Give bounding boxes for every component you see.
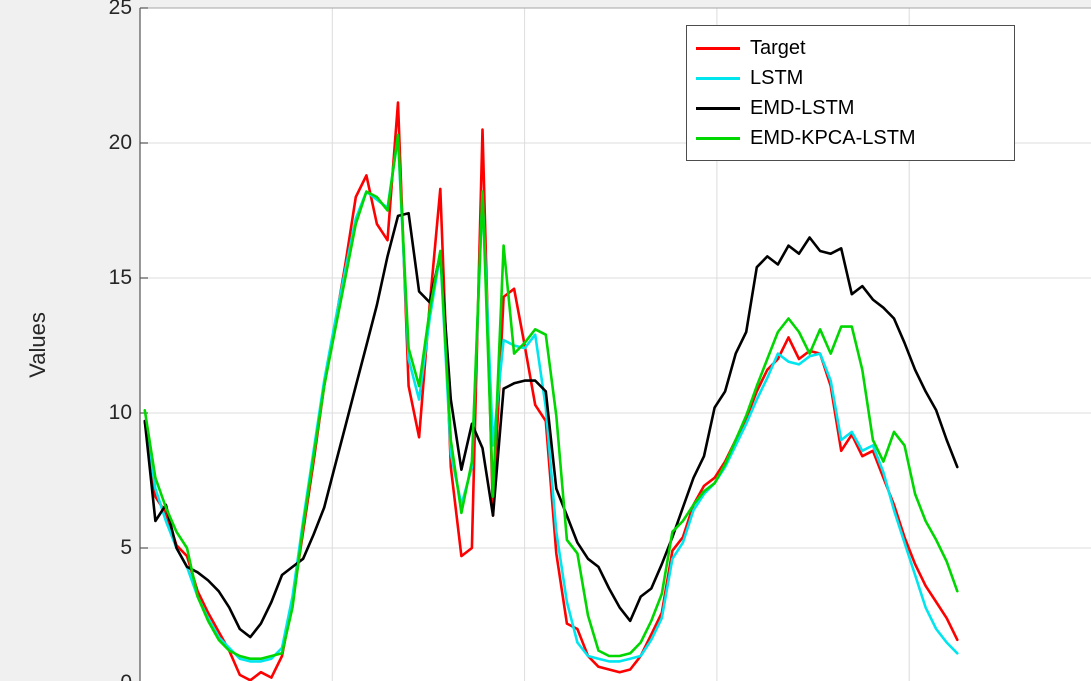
legend-item-emd-lstm: EMD-LSTM [696, 93, 1014, 123]
legend-item-emd-kpca-lstm: EMD-KPCA-LSTM [696, 123, 1014, 153]
legend-label: EMD-KPCA-LSTM [750, 126, 916, 149]
legend-item-lstm: LSTM [696, 63, 1014, 93]
legend-line-swatch [696, 46, 740, 50]
legend-line-swatch [696, 136, 740, 140]
y-tick-label: 10 [108, 401, 132, 424]
y-tick-label: 0 [72, 671, 132, 681]
legend-line-swatch [696, 106, 740, 110]
y-tick-label: 25 [108, 0, 132, 19]
series-line-emd-lstm [143, 211, 959, 639]
y-tick-label: 20 [108, 131, 132, 154]
y-tick-label: 15 [108, 266, 132, 289]
legend-label: Target [750, 36, 806, 59]
legend-label: LSTM [750, 66, 804, 89]
y-axis-label: Values [25, 312, 50, 378]
legend-line-swatch [696, 76, 740, 80]
series-line-lstm [143, 136, 959, 663]
legend-label: EMD-LSTM [750, 96, 855, 119]
legend: Target LSTM EMD-LSTM EMD-KPCA-LSTM [686, 25, 1015, 161]
legend-item-target: Target [696, 33, 1014, 63]
series-line-emd-kpca-lstm [143, 133, 959, 661]
y-tick-label: 5 [120, 536, 132, 559]
